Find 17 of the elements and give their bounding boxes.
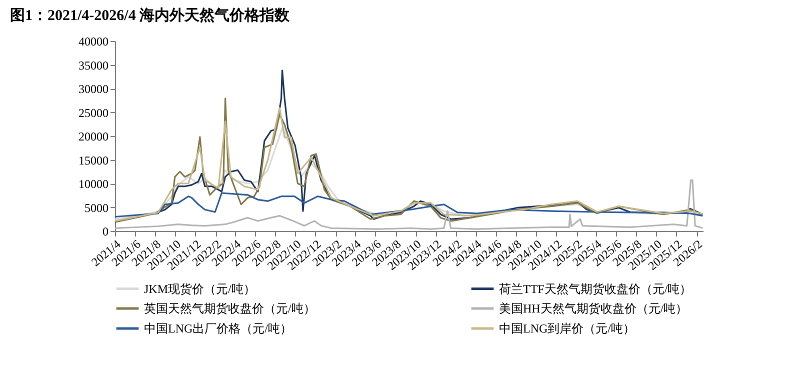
chart-title: 图1：2021/4-2026/4 海内外天然气价格指数 bbox=[10, 7, 291, 24]
legend-label: 英国天然气期货收盘价（元/吨） bbox=[144, 302, 316, 316]
y-tick-label: 30000 bbox=[78, 82, 108, 96]
y-tick-label: 5000 bbox=[84, 200, 108, 215]
y-tick-label: 20000 bbox=[78, 130, 108, 144]
y-tick-label: 40000 bbox=[78, 34, 108, 48]
y-tick-label: 15000 bbox=[78, 153, 108, 168]
y-tick-label: 25000 bbox=[78, 106, 108, 120]
line-series bbox=[114, 192, 704, 218]
y-tick-label: 35000 bbox=[78, 58, 108, 72]
legend-label: 中国LNG到岸价（元/吨） bbox=[499, 322, 635, 336]
legend-label: JKM现货价（元/吨） bbox=[144, 282, 256, 296]
legend-label: 中国LNG出厂价格（元/吨） bbox=[144, 322, 292, 336]
y-tick-label: 10000 bbox=[78, 177, 108, 191]
legend-label: 荷兰TTF天然气期货收盘价（元/吨） bbox=[499, 282, 692, 296]
legend-label: 美国HH天然气期货收盘价（元/吨） bbox=[499, 302, 688, 316]
y-tick-label: 0 bbox=[102, 224, 108, 238]
